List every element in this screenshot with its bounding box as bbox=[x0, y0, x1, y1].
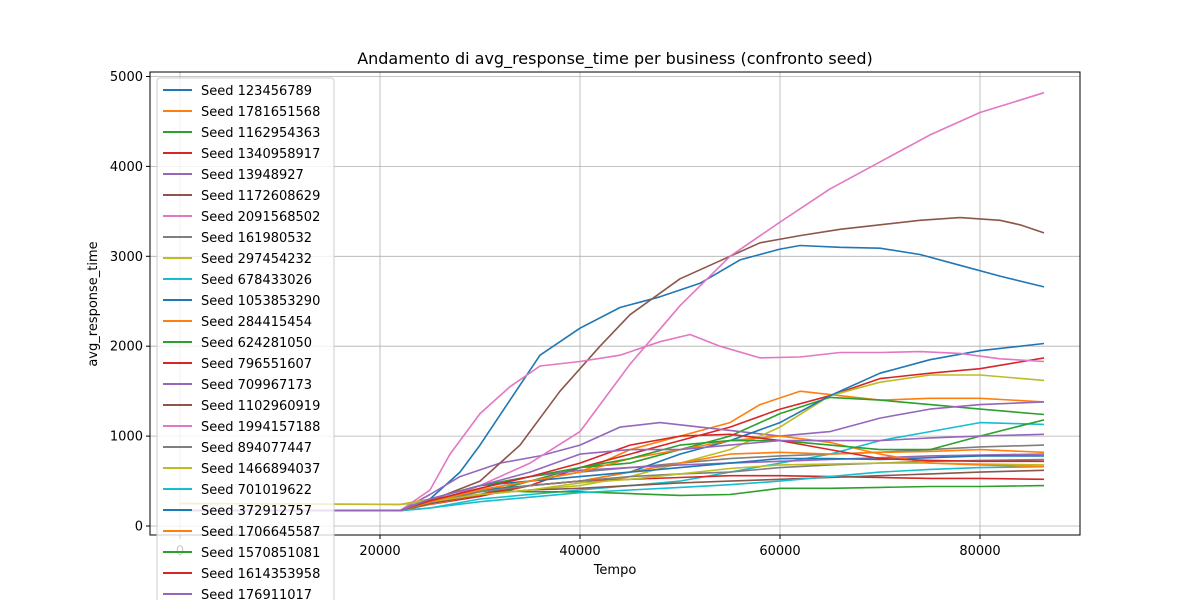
legend-label: Seed 284415454 bbox=[201, 315, 312, 330]
series-line-9 bbox=[180, 421, 1045, 512]
series-line-5 bbox=[180, 216, 1045, 512]
legend-label: Seed 161980532 bbox=[201, 231, 312, 246]
y-tick-label: 0 bbox=[135, 520, 143, 535]
x-axis: 020000400006000080000 bbox=[176, 535, 1001, 559]
plot-frame bbox=[149, 71, 1081, 536]
x-tick-label: 60000 bbox=[759, 544, 800, 559]
series-line-0 bbox=[180, 244, 1045, 512]
legend-label: Seed 297454232 bbox=[201, 252, 312, 267]
y-tick-label: 4000 bbox=[110, 160, 143, 175]
legend-label: Seed 1614353958 bbox=[201, 567, 320, 582]
legend-label: Seed 1340958917 bbox=[201, 147, 320, 162]
legend-label: Seed 2091568502 bbox=[201, 210, 320, 225]
legend-label: Seed 709967173 bbox=[201, 378, 312, 393]
x-tick-label: 40000 bbox=[559, 544, 600, 559]
x-tick-label: 20000 bbox=[359, 544, 400, 559]
series-line-16 bbox=[180, 333, 1045, 512]
y-tick-label: 5000 bbox=[110, 70, 143, 85]
legend-label: Seed 1102960919 bbox=[201, 399, 320, 414]
series-line-4 bbox=[180, 401, 1045, 512]
legend-label: Seed 1781651568 bbox=[201, 105, 320, 120]
series-line-23 bbox=[180, 433, 1044, 512]
x-tick-label: 80000 bbox=[959, 544, 1000, 559]
series-line-19 bbox=[180, 465, 1045, 512]
legend-label: Seed 1570851081 bbox=[201, 546, 320, 561]
series-line-24 bbox=[180, 433, 1045, 512]
series-line-15 bbox=[180, 469, 1045, 512]
legend-label: Seed 796551607 bbox=[201, 357, 312, 372]
legend-box bbox=[156, 77, 335, 600]
legend-label: Seed 624281050 bbox=[201, 336, 312, 351]
legend-label: Seed 701019622 bbox=[201, 483, 312, 498]
series-lines bbox=[179, 91, 1045, 512]
legend-label: Seed 13948927 bbox=[201, 168, 304, 183]
y-axis: 0 1000 2000 3000 4000 5000 bbox=[110, 70, 150, 535]
legend-label: Seed 176911017 bbox=[201, 588, 312, 600]
y-axis-label: avg_response_time bbox=[86, 241, 101, 366]
legend-label: Seed 1466894037 bbox=[201, 462, 320, 477]
legend-label: Seed 894077447 bbox=[201, 441, 312, 456]
legend-label: Seed 1162954363 bbox=[201, 126, 320, 141]
y-tick-label: 3000 bbox=[110, 250, 143, 265]
legend-label: Seed 1053853290 bbox=[201, 294, 320, 309]
legend-label: Seed 1994157188 bbox=[201, 420, 320, 435]
legend-label: Seed 1706645587 bbox=[201, 525, 320, 540]
legend-label: Seed 123456789 bbox=[201, 84, 312, 99]
legend: Seed 123456789 Seed 1781651568 Seed 116295… bbox=[156, 77, 335, 600]
chart-title: Andamento di avg_response_time per busin… bbox=[357, 49, 873, 69]
series-line-18 bbox=[179, 462, 1045, 506]
legend-label: Seed 372912757 bbox=[201, 504, 312, 519]
x-axis-label: Tempo bbox=[593, 563, 637, 578]
legend-label: Seed 678433026 bbox=[201, 273, 312, 288]
y-tick-label: 1000 bbox=[110, 430, 143, 445]
legend-label: Seed 1172608629 bbox=[201, 189, 320, 204]
y-tick-label: 2000 bbox=[110, 340, 143, 355]
